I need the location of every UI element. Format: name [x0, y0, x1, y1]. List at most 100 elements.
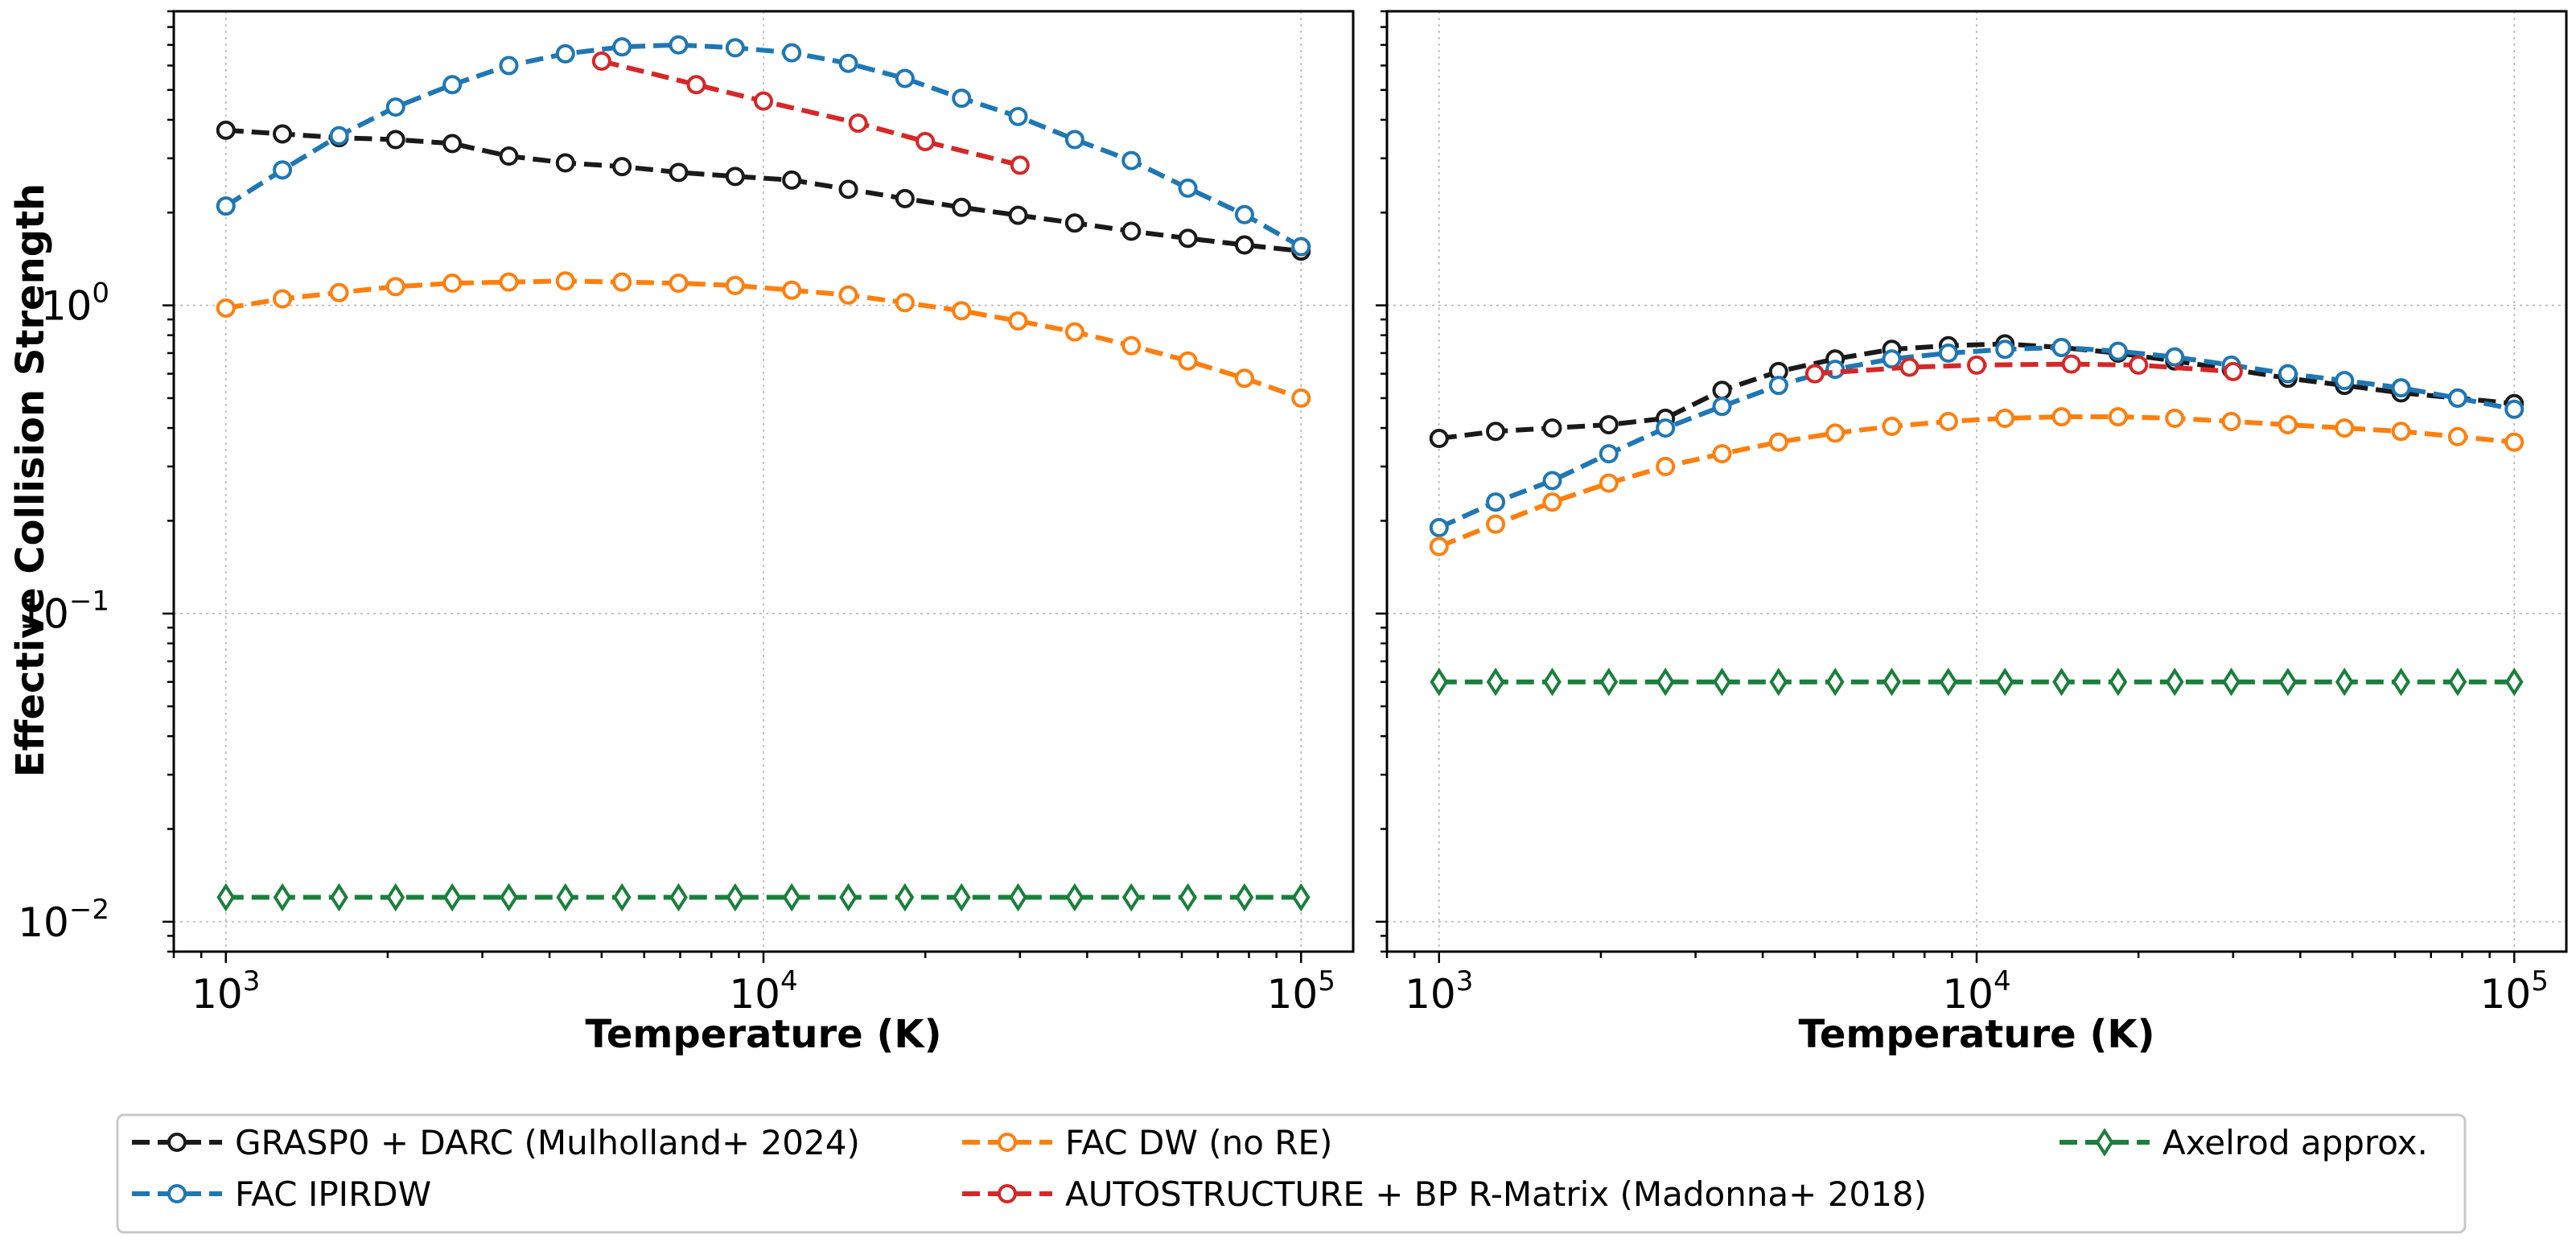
data-point — [555, 43, 575, 64]
data-point — [895, 882, 915, 912]
data-point — [2448, 668, 2467, 697]
data-point — [1938, 411, 1958, 431]
data-point — [273, 289, 293, 309]
data-point — [1995, 668, 2014, 697]
data-point — [2504, 432, 2525, 452]
data-point — [1234, 235, 1254, 255]
data-point — [726, 882, 745, 912]
data-point — [1486, 514, 1506, 534]
data-point — [2108, 341, 2128, 361]
data-point — [2391, 378, 2411, 398]
data-point — [273, 882, 292, 912]
data-point — [612, 272, 632, 292]
data-point — [952, 197, 972, 217]
y-axis-label: Effective Collision Strength — [8, 183, 53, 777]
series-autostructure — [591, 51, 1030, 175]
plot-frame — [1385, 10, 2568, 953]
data-point — [2109, 668, 2128, 697]
data-point — [2108, 407, 2128, 427]
data-point — [2335, 668, 2354, 697]
data-point — [686, 75, 706, 95]
data-point — [916, 131, 936, 151]
data-point — [1599, 444, 1619, 464]
x-tick-label: 105 — [1267, 965, 1335, 1018]
data-point — [273, 124, 293, 144]
data-point — [782, 170, 802, 190]
data-point — [612, 37, 632, 57]
data-point — [500, 882, 518, 912]
data-point — [216, 120, 236, 140]
data-point — [669, 35, 689, 55]
data-point — [838, 179, 858, 199]
data-point — [725, 275, 745, 295]
data-point — [1542, 492, 1562, 512]
data-point — [1486, 492, 1506, 512]
data-point — [2504, 399, 2525, 419]
data-point — [385, 97, 405, 117]
data-point — [1429, 517, 1449, 537]
data-point — [782, 280, 802, 300]
data-point — [895, 293, 915, 313]
data-point — [1429, 429, 1449, 449]
data-point — [1008, 106, 1028, 126]
series-line-autostructure — [1814, 361, 2234, 376]
data-point — [838, 285, 858, 305]
data-point — [1121, 221, 1142, 241]
data-point — [442, 134, 463, 154]
data-point — [2052, 668, 2071, 697]
data-point — [952, 882, 971, 912]
data-point — [848, 113, 868, 134]
x-axis-label: Temperature (K) — [585, 1012, 941, 1057]
data-point — [1712, 380, 1732, 401]
data-point — [1235, 882, 1254, 912]
data-point — [1121, 335, 1142, 356]
data-point — [1543, 668, 1562, 697]
series-line-autostructure — [601, 59, 1021, 168]
y-tick-label: 100 — [41, 278, 109, 330]
data-point — [1769, 668, 1788, 697]
data-point — [612, 882, 632, 912]
data-point — [782, 43, 802, 63]
y-tick-label: 10−1 — [18, 586, 109, 638]
data-point — [2278, 668, 2298, 697]
data-point — [1121, 882, 1141, 912]
legend-marker — [167, 1133, 187, 1152]
data-point — [612, 157, 632, 177]
data-point — [895, 68, 915, 88]
data-point — [2165, 668, 2184, 697]
legend-marker — [2095, 1128, 2114, 1157]
legend: GRASP0 + DARC (Mulholland+ 2024) FAC IPIR… — [116, 1113, 2467, 1234]
series-autostructure — [1804, 354, 2243, 384]
legend-label: GRASP0 + DARC (Mulholland+ 2024) — [235, 1123, 860, 1162]
legend-item-ipirdw: FAC IPIRDW — [132, 1174, 431, 1214]
legend-label: FAC IPIRDW — [235, 1174, 431, 1214]
legend-frame — [116, 1113, 2467, 1234]
data-point — [1291, 882, 1311, 912]
data-point — [499, 272, 519, 292]
series-line-ipirdw — [224, 42, 1302, 249]
data-point — [669, 162, 689, 183]
data-point — [1121, 150, 1142, 171]
data-point — [216, 196, 236, 216]
left-panel: 103 104 105 100 10−1 10−2 Temperature (K) — [18, 10, 1355, 1057]
data-point — [1995, 339, 2015, 360]
data-point — [1712, 397, 1732, 417]
series-group — [216, 35, 1311, 912]
data-point — [2278, 364, 2298, 384]
legend-label: AUTOSTRUCTURE + BP R-Matrix (Madonna+ 20… — [1065, 1174, 1927, 1214]
data-point — [386, 882, 405, 912]
legend-item-grasp: GRASP0 + DARC (Mulholland+ 2024) — [132, 1123, 860, 1162]
data-point — [2447, 388, 2467, 408]
data-point — [1899, 357, 1920, 377]
data-point — [838, 53, 858, 73]
data-point — [2129, 355, 2149, 375]
data-point — [2391, 422, 2411, 442]
data-point — [754, 91, 773, 111]
legend-marker — [998, 1133, 1017, 1152]
data-point — [1939, 668, 1958, 697]
data-point — [556, 882, 575, 912]
data-point — [2335, 371, 2355, 391]
data-point — [2221, 411, 2241, 431]
data-point — [1882, 416, 1902, 436]
